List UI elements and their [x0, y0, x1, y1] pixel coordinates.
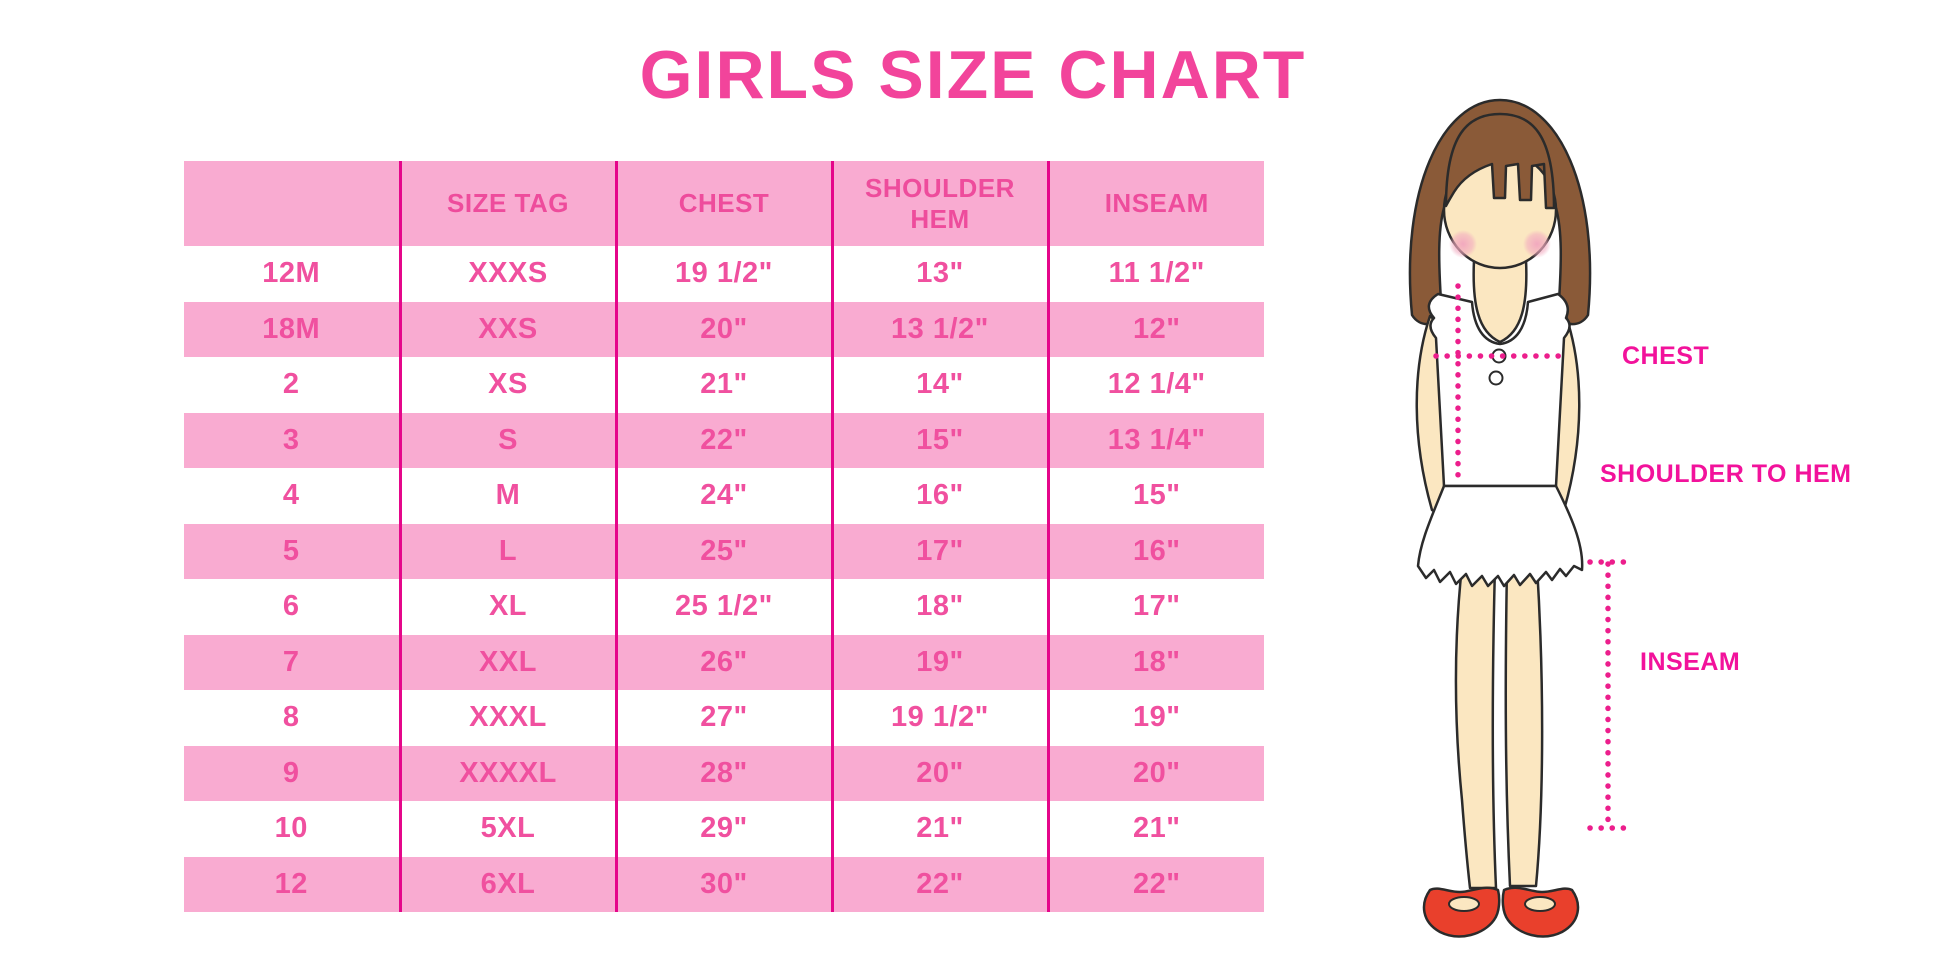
- table-row: 4 M 24" 16" 15": [184, 468, 1264, 524]
- table-cell: 20": [830, 745, 1048, 801]
- table-cell: 20": [614, 301, 832, 357]
- table-cell: 19": [1046, 690, 1264, 746]
- table-row: 7 XXL 26" 19" 18": [184, 634, 1264, 690]
- shoulder-to-hem-label: SHOULDER TO HEM: [1600, 460, 1852, 488]
- table-cell: 8: [282, 701, 300, 734]
- table-cell: 6XL: [398, 856, 616, 912]
- table-cell: S: [398, 412, 616, 468]
- table-cell: 13": [830, 246, 1048, 302]
- table-cell: 19": [830, 634, 1048, 690]
- table-cell: 5: [184, 523, 400, 579]
- table-cell: 18": [1046, 634, 1264, 690]
- column-header: SHOULDER HEM: [830, 161, 1048, 246]
- table-cell: 19 1/2": [614, 246, 832, 302]
- table-cell: 12 1/4": [1046, 357, 1264, 413]
- girl-leg-left: [1454, 564, 1498, 890]
- table-cell: 17": [830, 523, 1048, 579]
- table-cell: 12": [1046, 301, 1264, 357]
- girl-shoe-right-opening: [1524, 896, 1556, 912]
- table-row: 12M XXXS 19 1/2" 13" 11 1/2": [184, 246, 1264, 302]
- table-cell: XXXS: [398, 246, 616, 302]
- table-cell: 21": [1046, 801, 1264, 857]
- girl-leg-right: [1504, 564, 1544, 888]
- table-cell: 3: [184, 412, 400, 468]
- table-cell: 9: [184, 745, 400, 801]
- table-row: 18M XXS 20" 13 1/2" 12": [184, 301, 1264, 357]
- table-row: 10 5XL 29" 21" 21": [184, 801, 1264, 857]
- table-row: 5 L 25" 17" 16": [184, 523, 1264, 579]
- table-cell: 12M: [262, 257, 321, 290]
- table-cell: M: [398, 468, 616, 524]
- girl-shoe-left-opening: [1448, 896, 1480, 912]
- table-cell: XXS: [398, 301, 616, 357]
- girl-bodice: [1427, 292, 1571, 488]
- table-cell: 10: [274, 812, 308, 845]
- table-cell: 29": [614, 801, 832, 857]
- column-header: CHEST: [614, 161, 832, 246]
- table-cell: 16": [1046, 523, 1264, 579]
- table-cell: 17": [1046, 579, 1264, 635]
- table-cell: 18M: [184, 301, 400, 357]
- table-cell: 20": [1046, 745, 1264, 801]
- table-cell: XL: [398, 579, 616, 635]
- girl-neck: [1472, 258, 1528, 344]
- table-cell: 21": [830, 801, 1048, 857]
- table-row: 9 XXXXL 28" 20" 20": [184, 745, 1264, 801]
- table-cell: 13 1/4": [1046, 412, 1264, 468]
- table-cell: 28": [614, 745, 832, 801]
- table-row: 2 XS 21" 14" 12 1/4": [184, 357, 1264, 413]
- column-header: [184, 161, 400, 246]
- table-cell: 25": [614, 523, 832, 579]
- table-cell: 7: [184, 634, 400, 690]
- girl-blush-right: [1523, 230, 1551, 258]
- girl-button-bottom: [1488, 370, 1504, 386]
- table-cell: 22": [830, 856, 1048, 912]
- table-cell: 24": [614, 468, 832, 524]
- table-cell: 30": [614, 856, 832, 912]
- girl-skirt: [1416, 484, 1584, 588]
- girl-blush-left: [1449, 230, 1477, 258]
- table-row: 8 XXXL 27" 19 1/2" 19": [184, 690, 1264, 746]
- table-cell: 15": [830, 412, 1048, 468]
- girl-shoe-left: [1422, 886, 1501, 938]
- size-table-header: SIZE TAG CHEST SHOULDER HEM INSEAM: [184, 161, 1264, 246]
- table-cell: 22": [614, 412, 832, 468]
- size-table-body: 12M XXXS 19 1/2" 13" 11 1/2" 18M XXS 20" 13 1/2"…: [184, 246, 1264, 912]
- table-cell: 19 1/2": [830, 690, 1048, 746]
- table-cell: 21": [614, 357, 832, 413]
- table-cell: 16": [830, 468, 1048, 524]
- table-cell: 6: [282, 590, 300, 623]
- table-cell: 5XL: [398, 801, 616, 857]
- table-row: 12 6XL 30" 22" 22": [184, 856, 1264, 912]
- table-cell: 12: [184, 856, 400, 912]
- inseam-label: INSEAM: [1640, 648, 1741, 676]
- table-cell: 26": [614, 634, 832, 690]
- girl-figure-illustration: [1408, 98, 1629, 938]
- column-header: INSEAM: [1046, 161, 1264, 246]
- table-cell: 22": [1046, 856, 1264, 912]
- table-row: 3 S 22" 15" 13 1/4": [184, 412, 1264, 468]
- table-cell: XXL: [398, 634, 616, 690]
- table-cell: XS: [398, 357, 616, 413]
- girl-bangs: [1444, 112, 1556, 210]
- girl-shoe-right: [1501, 886, 1580, 938]
- table-cell: 14": [830, 357, 1048, 413]
- table-cell: 25 1/2": [614, 579, 832, 635]
- table-cell: 15": [1046, 468, 1264, 524]
- table-cell: 11 1/2": [1046, 246, 1264, 302]
- table-cell: L: [398, 523, 616, 579]
- table-cell: 2: [282, 368, 300, 401]
- table-cell: 27": [614, 690, 832, 746]
- table-cell: XXXXL: [398, 745, 616, 801]
- table-row: 6 XL 25 1/2" 18" 17": [184, 579, 1264, 635]
- table-cell: 18": [830, 579, 1048, 635]
- page-title: GIRLS SIZE CHART: [639, 37, 1307, 113]
- column-header: SIZE TAG: [398, 161, 616, 246]
- chest-label: CHEST: [1622, 342, 1710, 370]
- table-cell: XXXL: [398, 690, 616, 746]
- size-table: SIZE TAG CHEST SHOULDER HEM INSEAM 12M XXXS 1…: [184, 161, 1264, 912]
- table-cell: 4: [282, 479, 300, 512]
- table-cell: 13 1/2": [830, 301, 1048, 357]
